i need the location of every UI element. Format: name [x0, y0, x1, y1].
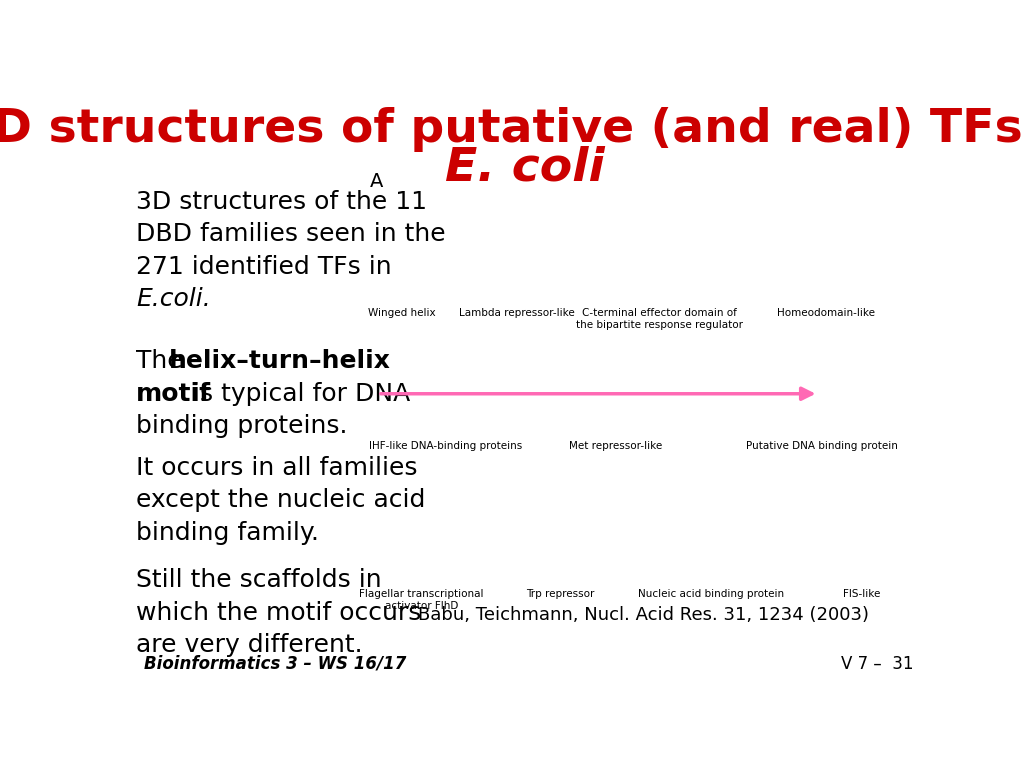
Text: Met repressor-like: Met repressor-like — [569, 441, 663, 451]
Text: Lambda repressor-like: Lambda repressor-like — [459, 308, 574, 318]
Text: E.coli.: E.coli. — [136, 287, 211, 311]
Text: 3D structures of the 11: 3D structures of the 11 — [136, 190, 427, 214]
Text: Nucleic acid binding protein: Nucleic acid binding protein — [638, 589, 784, 599]
Text: V 7 –  31: V 7 – 31 — [841, 655, 913, 673]
Text: binding proteins.: binding proteins. — [136, 415, 347, 439]
Text: C-terminal effector domain of
the bipartite response regulator: C-terminal effector domain of the bipart… — [577, 308, 743, 329]
Text: It occurs in all families: It occurs in all families — [136, 456, 418, 480]
Text: helix–turn–helix: helix–turn–helix — [169, 349, 390, 373]
Text: A: A — [370, 172, 383, 191]
Text: Homeodomain-like: Homeodomain-like — [777, 308, 876, 318]
Text: E. coli: E. coli — [444, 145, 605, 190]
Text: is typical for DNA-: is typical for DNA- — [185, 382, 419, 406]
Text: binding family.: binding family. — [136, 521, 318, 545]
Text: Bioinformatics 3 – WS 16/17: Bioinformatics 3 – WS 16/17 — [143, 655, 407, 673]
Text: FIS-like: FIS-like — [844, 589, 881, 599]
Text: Putative DNA binding protein: Putative DNA binding protein — [746, 441, 898, 451]
Text: Babu, Teichmann, Nucl. Acid Res. 31, 1234 (2003): Babu, Teichmann, Nucl. Acid Res. 31, 123… — [419, 607, 869, 624]
Text: DBD families seen in the: DBD families seen in the — [136, 222, 445, 247]
Text: except the nucleic acid: except the nucleic acid — [136, 488, 425, 512]
Text: The: The — [136, 349, 190, 373]
Text: which the motif occurs: which the motif occurs — [136, 601, 421, 624]
Text: Winged helix: Winged helix — [368, 308, 435, 318]
Text: Flagellar transcriptional
activator FlhD: Flagellar transcriptional activator FlhD — [359, 589, 484, 611]
Text: Trp repressor: Trp repressor — [526, 589, 595, 599]
Text: Still the scaffolds in: Still the scaffolds in — [136, 568, 382, 592]
Text: 3D structures of putative (and real) TFs in: 3D structures of putative (and real) TFs… — [0, 107, 1024, 152]
Text: are very different.: are very different. — [136, 634, 362, 657]
Text: IHF-like DNA-binding proteins: IHF-like DNA-binding proteins — [369, 441, 522, 451]
Text: motif: motif — [136, 382, 211, 406]
Text: 271 identified TFs in: 271 identified TFs in — [136, 255, 391, 279]
